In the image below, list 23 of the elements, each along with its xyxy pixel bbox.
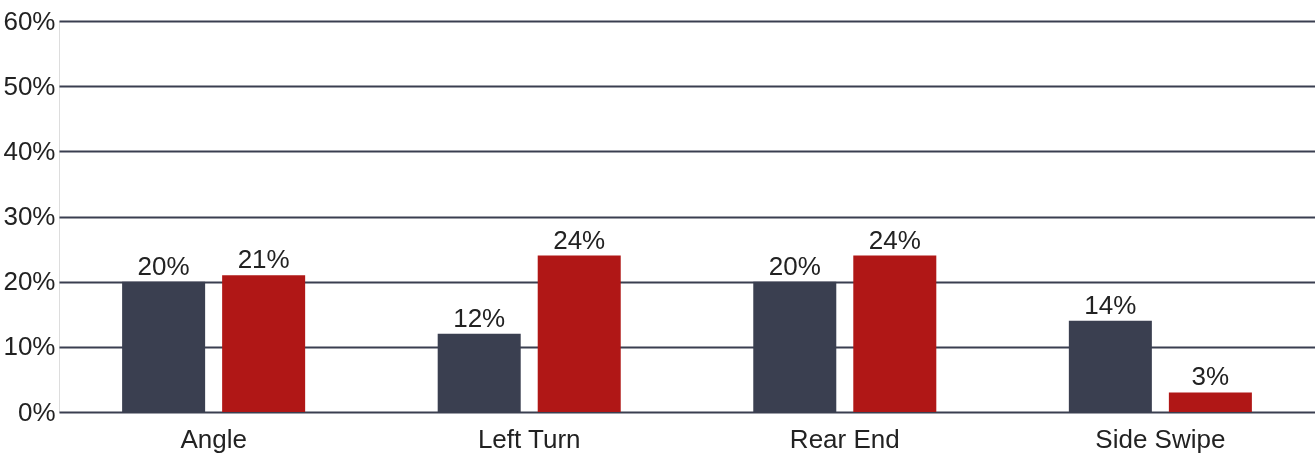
bar [222,275,306,412]
data-label: 14% [1084,289,1137,320]
x-tick-label: Rear End [789,423,900,454]
x-tick-label: Left Turn [477,423,581,454]
y-tick-label: 30% [3,201,56,231]
y-tick-label: 60% [3,5,56,36]
data-label: 24% [553,224,606,255]
y-tick-label: 50% [3,70,56,101]
y-tick-label: 40% [3,135,56,166]
data-label: 21% [237,244,290,275]
bar [853,255,937,412]
y-tick-label: 0% [17,396,56,427]
bar [1168,392,1252,412]
x-tick-label: Angle [180,423,247,454]
data-label: 20% [137,250,190,281]
x-tick-label: Side Swipe [1095,423,1226,454]
bar [537,255,621,412]
data-label: 3% [1191,361,1230,392]
data-label: 20% [768,250,821,281]
data-label: 12% [453,302,506,333]
y-tick-label: 20% [3,266,56,297]
y-tick-label: 10% [3,331,56,362]
data-label: 24% [868,224,921,255]
